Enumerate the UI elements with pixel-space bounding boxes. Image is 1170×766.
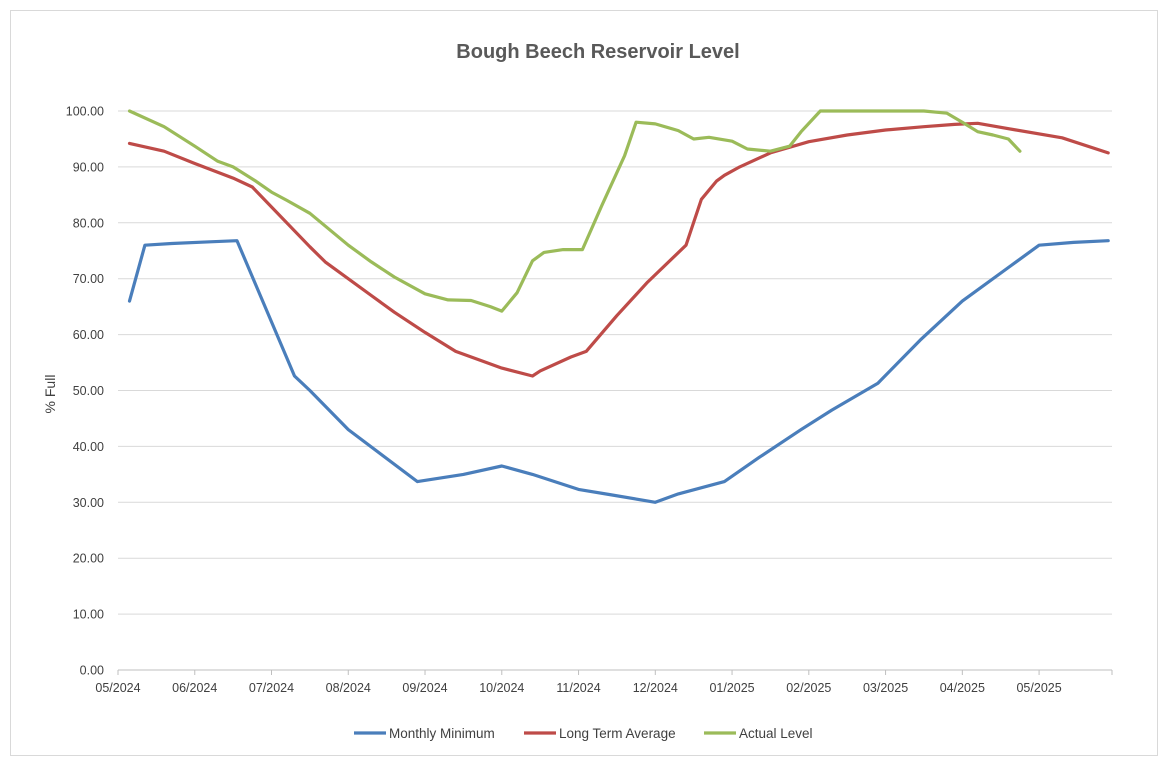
y-tick-label: 10.00 <box>73 608 104 622</box>
series-lines <box>127 109 1110 504</box>
series-line-monthly-minimum[interactable] <box>127 239 1110 504</box>
legend-label: Long Term Average <box>559 726 676 741</box>
x-tick-label: 05/2025 <box>1016 681 1061 695</box>
y-tick-label: 60.00 <box>73 328 104 342</box>
x-tick-label: 01/2025 <box>709 681 754 695</box>
y-axis-title: % Full <box>42 375 58 414</box>
y-tick-label: 100.00 <box>66 105 104 119</box>
y-tick-label: 20.00 <box>73 552 104 566</box>
y-tick-label: 0.00 <box>80 664 104 678</box>
x-tick-label: 07/2024 <box>249 681 294 695</box>
y-tick-label: 30.00 <box>73 496 104 510</box>
legend-item-monthly-minimum[interactable]: Monthly Minimum <box>354 726 495 741</box>
y-tick-label: 80.00 <box>73 216 104 230</box>
chart-frame <box>10 10 1158 756</box>
x-tick-label: 05/2024 <box>95 681 140 695</box>
x-tick-label: 10/2024 <box>479 681 524 695</box>
series-line-actual-level[interactable] <box>127 109 1022 313</box>
series-line-long-term-average[interactable] <box>127 121 1110 378</box>
legend-label: Monthly Minimum <box>389 726 495 741</box>
x-tick-label: 08/2024 <box>326 681 371 695</box>
x-tick-label: 06/2024 <box>172 681 217 695</box>
gridlines <box>118 110 1112 615</box>
legend-item-actual-level[interactable]: Actual Level <box>704 726 813 741</box>
y-tick-label: 90.00 <box>73 160 104 174</box>
legend-item-long-term-average[interactable]: Long Term Average <box>524 726 676 741</box>
legend[interactable]: Monthly Minimum Long Term Average Actual L… <box>354 726 813 741</box>
x-tick-label: 12/2024 <box>633 681 678 695</box>
y-tick-label: 70.00 <box>73 272 104 286</box>
x-tick-label: 02/2025 <box>786 681 831 695</box>
y-tick-label: 50.00 <box>73 384 104 398</box>
x-tick-label: 11/2024 <box>556 681 600 695</box>
y-tick-label: 40.00 <box>73 440 104 454</box>
x-tick-label: 03/2025 <box>863 681 908 695</box>
chart-title: Bough Beech Reservoir Level <box>456 41 739 63</box>
x-tick-label: 09/2024 <box>402 681 447 695</box>
x-tick-label: 04/2025 <box>940 681 985 695</box>
legend-label: Actual Level <box>739 726 813 741</box>
y-axis-ticks: 0.00 10.00 20.00 30.00 40.00 50.00 60.00 70.00 8… <box>66 105 104 678</box>
x-axis: 05/2024 06/2024 07/2024 08/2024 09/2024 10/20… <box>95 669 1113 695</box>
